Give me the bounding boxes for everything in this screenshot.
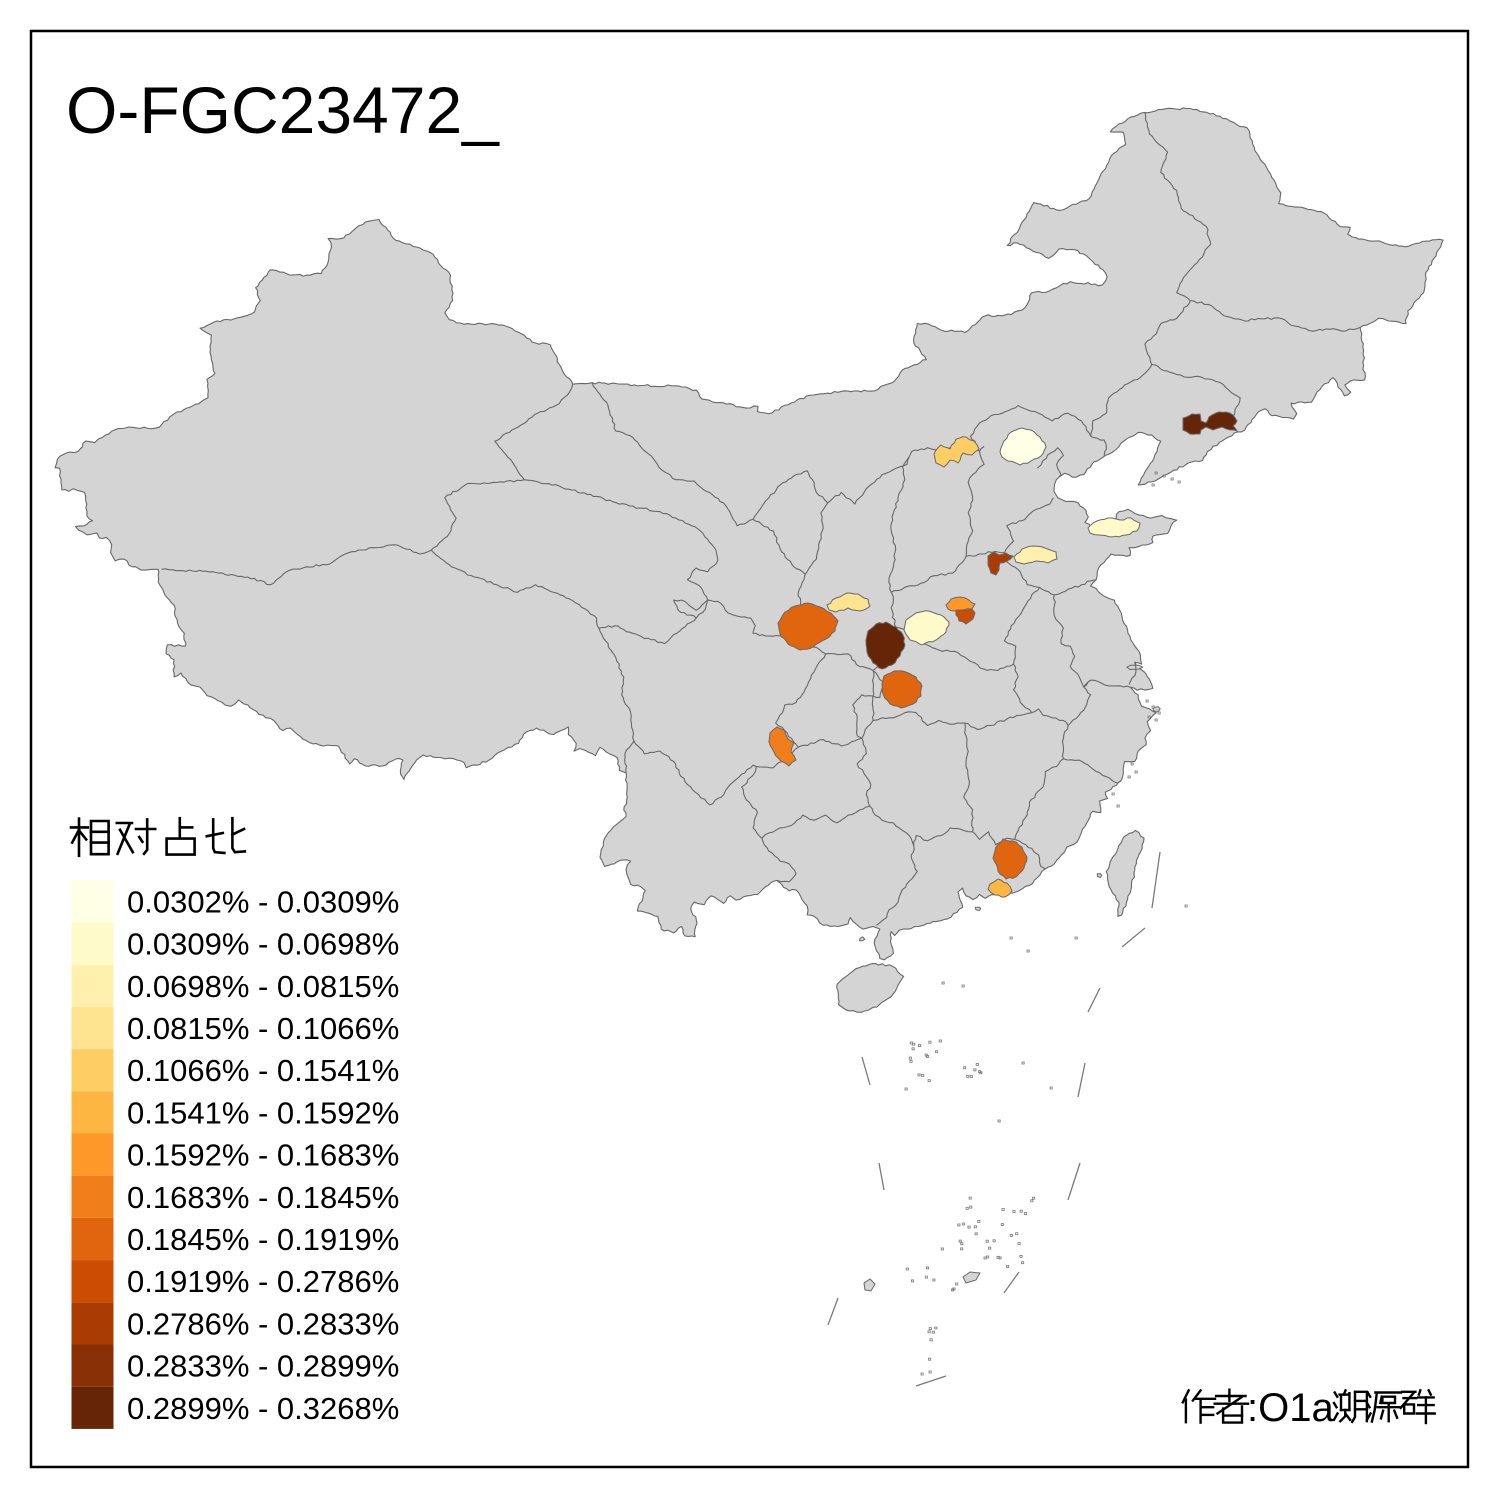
svg-text:0.0815% - 0.1066%: 0.0815% - 0.1066% — [127, 1011, 399, 1046]
svg-text:0.2786% - 0.2833%: 0.2786% - 0.2833% — [127, 1306, 399, 1341]
svg-text:0.1845% - 0.1919%: 0.1845% - 0.1919% — [127, 1222, 399, 1257]
svg-text:0.1066% - 0.1541%: 0.1066% - 0.1541% — [127, 1053, 399, 1088]
svg-text:0.0309% - 0.0698%: 0.0309% - 0.0698% — [127, 927, 399, 962]
svg-text:0.1592% - 0.1683%: 0.1592% - 0.1683% — [127, 1138, 399, 1173]
svg-text:0.1919% - 0.2786%: 0.1919% - 0.2786% — [127, 1264, 399, 1299]
svg-text::O1a: :O1a — [1247, 1386, 1334, 1430]
svg-text:0.1541% - 0.1592%: 0.1541% - 0.1592% — [127, 1095, 399, 1130]
svg-text:0.0302% - 0.0309%: 0.0302% - 0.0309% — [127, 884, 399, 919]
svg-text:O-FGC23472_: O-FGC23472_ — [66, 73, 500, 147]
svg-text:0.0698% - 0.0815%: 0.0698% - 0.0815% — [127, 969, 399, 1004]
svg-text:0.1683% - 0.1845%: 0.1683% - 0.1845% — [127, 1180, 399, 1215]
svg-text:0.2899% - 0.3268%: 0.2899% - 0.3268% — [127, 1391, 399, 1426]
svg-text:0.2833% - 0.2899%: 0.2833% - 0.2899% — [127, 1349, 399, 1384]
